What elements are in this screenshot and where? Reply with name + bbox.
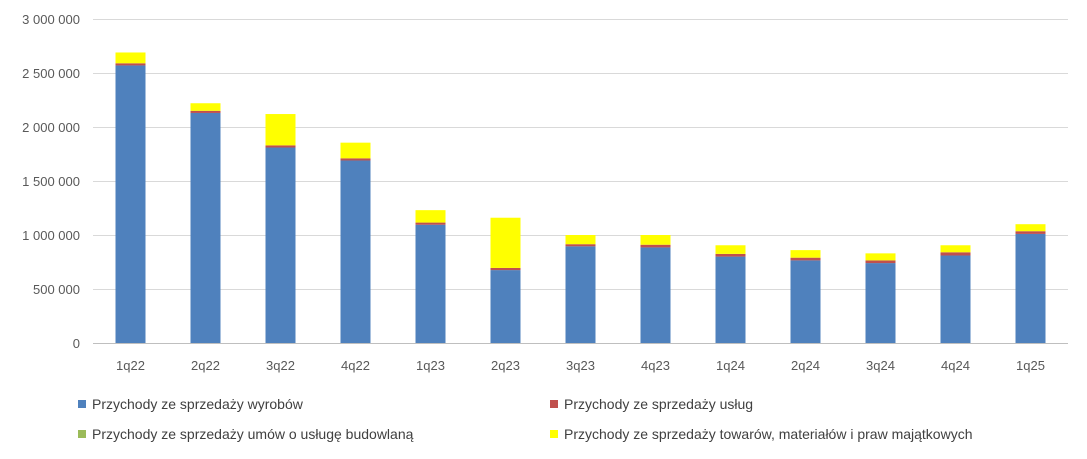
bar-segment-3q23-series-1	[565, 246, 596, 343]
bar-segment-3q22-series-2	[265, 145, 296, 148]
bar-segment-4q22-series-2	[340, 158, 371, 161]
bar-segment-1q22-series-1	[115, 65, 146, 343]
bar-segment-4q23-series-2	[640, 244, 671, 248]
bar-segment-3q24-series-1	[865, 263, 896, 343]
bar-segment-2q23-series-2	[490, 267, 521, 271]
bar-segment-2q22-series-1	[190, 112, 221, 344]
x-tick-label: 1q24	[716, 358, 745, 373]
bar-segment-2q22-series-4	[190, 103, 221, 111]
bar-segment-1q24-series-1	[715, 256, 746, 343]
bar-segment-2q24-series-1	[790, 260, 821, 343]
x-tick-label: 2q23	[491, 358, 520, 373]
bar-segment-4q24-series-2	[940, 252, 971, 256]
x-tick-label: 1q22	[116, 358, 145, 373]
y-tick-label: 2 500 000	[22, 66, 80, 81]
bar-segment-1q23-series-4	[415, 210, 446, 223]
x-tick-label: 3q24	[866, 358, 895, 373]
x-tick-label: 2q22	[191, 358, 220, 373]
x-tick-label: 3q22	[266, 358, 295, 373]
bar-segment-4q23-series-4	[640, 235, 671, 245]
bars-group	[115, 52, 1046, 344]
legend-item: Przychody ze sprzedaży wyrobów	[78, 396, 303, 412]
legend-item: Przychody ze sprzedaży usług	[550, 396, 753, 412]
bar-segment-3q22-series-4	[265, 114, 296, 146]
legend-swatch	[78, 430, 86, 438]
bar-segment-4q22-series-1	[340, 160, 371, 343]
legend-swatch	[550, 430, 558, 438]
y-tick-label: 2 000 000	[22, 120, 80, 135]
legend-label: Przychody ze sprzedaży usług	[564, 396, 754, 412]
legend-label: Przychody ze sprzedaży wyrobów	[92, 396, 303, 412]
bar-segment-3q24-series-2	[865, 260, 896, 264]
x-tick-label: 1q23	[416, 358, 445, 373]
x-tick-label: 1q25	[1016, 358, 1045, 373]
bar-segment-1q23-series-1	[415, 224, 446, 343]
x-tick-label: 4q24	[941, 358, 970, 373]
legend-label: Przychody ze sprzedaży towarów, materiał…	[564, 426, 973, 442]
x-axis-tick-labels: 1q22 2q22 3q22 4q22 1q23 2q23 3q23 4q23 1q24 2q24…	[116, 358, 1045, 373]
bar-segment-1q22-series-2	[115, 63, 146, 66]
bar-segment-1q25-series-1	[1015, 233, 1046, 343]
bar-segment-2q23-series-1	[490, 270, 521, 343]
bar-segment-1q22-series-4	[115, 52, 146, 64]
bar-segment-1q23-series-2	[415, 222, 446, 225]
x-tick-label: 4q22	[341, 358, 370, 373]
bar-segment-3q24-series-4	[865, 253, 896, 261]
bar-segment-3q22-series-1	[265, 147, 296, 343]
bar-segment-2q24-series-2	[790, 257, 821, 261]
bar-segment-2q24-series-4	[790, 250, 821, 258]
bar-segment-1q24-series-4	[715, 245, 746, 254]
y-tick-label: 1 500 000	[22, 174, 80, 189]
legend-label: Przychody ze sprzedaży umów o usługę bud…	[92, 426, 414, 442]
y-tick-label: 3 000 000	[22, 12, 80, 27]
bar-segment-4q22-series-4	[340, 142, 371, 159]
y-tick-label: 1 000 000	[22, 228, 80, 243]
bar-segment-4q24-series-4	[940, 245, 971, 253]
bar-segment-4q23-series-1	[640, 247, 671, 343]
x-tick-label: 3q23	[566, 358, 595, 373]
bar-segment-1q24-series-2	[715, 253, 746, 257]
chart-legend: Przychody ze sprzedaży wyrobów Przychody …	[0, 388, 1087, 458]
legend-item: Przychody ze sprzedaży umów o usługę bud…	[78, 426, 413, 442]
bar-segment-1q25-series-2	[1015, 231, 1046, 234]
x-tick-label: 2q24	[791, 358, 820, 373]
y-axis-tick-labels: 0 500 000 1 000 000 1 500 000 2 000 000 2 500…	[22, 12, 80, 351]
legend-item: Przychody ze sprzedaży towarów, materiał…	[550, 426, 973, 442]
stacked-bar-chart: 0 500 000 1 000 000 1 500 000 2 000 000 2 500…	[22, 12, 1068, 373]
bar-segment-3q23-series-2	[565, 244, 596, 247]
bar-segment-2q23-series-4	[490, 217, 521, 268]
bar-segment-1q25-series-4	[1015, 224, 1046, 232]
legend-swatch	[78, 400, 86, 408]
bar-segment-2q22-series-2	[190, 110, 221, 113]
y-tick-label: 0	[73, 336, 80, 351]
bar-segment-3q23-series-4	[565, 235, 596, 245]
y-tick-label: 500 000	[33, 282, 80, 297]
legend-swatch	[550, 400, 558, 408]
x-tick-label: 4q23	[641, 358, 670, 373]
bar-segment-4q24-series-1	[940, 255, 971, 343]
